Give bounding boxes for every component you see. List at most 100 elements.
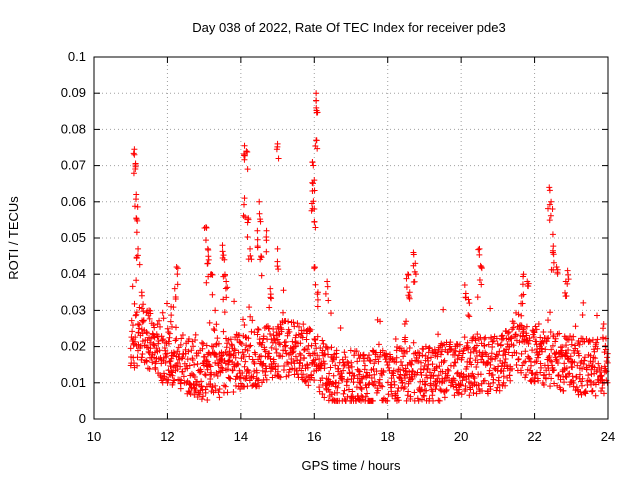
x-tick-label: 22 — [527, 429, 541, 444]
data-point — [133, 216, 140, 223]
data-point — [499, 332, 506, 339]
data-point — [375, 341, 382, 348]
data-point — [437, 386, 444, 393]
data-point — [474, 294, 481, 301]
data-point — [465, 312, 472, 319]
data-point — [224, 340, 231, 347]
data-point — [133, 311, 140, 318]
data-point — [254, 236, 261, 243]
data-point — [240, 316, 247, 323]
data-point — [297, 352, 304, 359]
data-point — [473, 353, 480, 360]
data-point — [541, 371, 548, 378]
data-point — [401, 383, 408, 390]
data-point — [131, 300, 138, 307]
data-point — [413, 357, 420, 364]
data-point — [227, 375, 234, 382]
data-point — [384, 397, 391, 404]
data-point — [497, 342, 504, 349]
data-point — [230, 388, 237, 395]
data-point — [259, 339, 266, 346]
data-point — [508, 365, 515, 372]
data-point — [244, 148, 251, 155]
data-point — [319, 391, 326, 398]
data-point — [466, 313, 473, 320]
data-point — [139, 351, 146, 358]
data-point — [188, 347, 195, 354]
data-point — [246, 369, 253, 376]
data-point — [254, 243, 261, 250]
data-point — [459, 350, 466, 357]
data-point — [579, 311, 586, 318]
data-point — [256, 353, 263, 360]
data-point — [258, 253, 265, 260]
data-point — [401, 347, 408, 354]
data-point — [215, 340, 222, 347]
data-point — [363, 384, 370, 391]
data-point — [130, 170, 137, 177]
data-point — [345, 364, 352, 371]
data-point — [164, 350, 171, 357]
data-point — [444, 372, 451, 379]
data-point — [328, 391, 335, 398]
data-point — [177, 385, 184, 392]
data-point — [579, 382, 586, 389]
data-point — [581, 357, 588, 364]
data-point — [576, 371, 583, 378]
data-point — [435, 331, 442, 338]
data-point — [286, 328, 293, 335]
data-point — [344, 376, 351, 383]
data-point — [285, 369, 292, 376]
data-point — [198, 383, 205, 390]
data-point — [214, 335, 221, 342]
data-point — [532, 323, 539, 330]
data-point — [128, 317, 135, 324]
axis-ticks — [93, 56, 609, 420]
data-point — [220, 296, 227, 303]
data-point — [169, 372, 176, 379]
data-point — [132, 196, 139, 203]
data-point — [246, 377, 253, 384]
data-point — [600, 321, 607, 328]
data-point — [291, 360, 298, 367]
data-point — [420, 366, 427, 373]
data-point — [203, 342, 210, 349]
data-point — [573, 373, 580, 380]
data-point — [545, 317, 552, 324]
data-point — [570, 333, 577, 340]
data-point — [401, 320, 408, 327]
data-point — [533, 326, 540, 333]
data-point — [165, 367, 172, 374]
data-point — [304, 364, 311, 371]
data-point — [206, 362, 213, 369]
data-point — [451, 359, 458, 366]
data-point — [246, 304, 253, 311]
data-point — [490, 376, 497, 383]
data-point — [147, 339, 154, 346]
data-point — [470, 373, 477, 380]
data-point — [134, 203, 141, 210]
data-point — [136, 321, 143, 328]
data-point — [135, 245, 142, 252]
data-point — [302, 378, 309, 385]
data-point — [314, 352, 321, 359]
data-point — [465, 346, 472, 353]
data-point — [593, 339, 600, 346]
data-point — [242, 334, 249, 341]
data-point — [220, 328, 227, 335]
data-point — [554, 269, 561, 276]
data-point — [487, 305, 494, 312]
data-point — [454, 355, 461, 362]
data-point — [487, 355, 494, 362]
data-point — [200, 340, 207, 347]
data-point — [254, 331, 261, 338]
data-point — [530, 328, 537, 335]
data-point — [466, 392, 473, 399]
data-point — [551, 366, 558, 373]
data-point — [339, 356, 346, 363]
data-point — [334, 384, 341, 391]
data-point — [241, 195, 248, 202]
data-point — [482, 334, 489, 341]
data-point — [344, 393, 351, 400]
data-point — [496, 387, 503, 394]
